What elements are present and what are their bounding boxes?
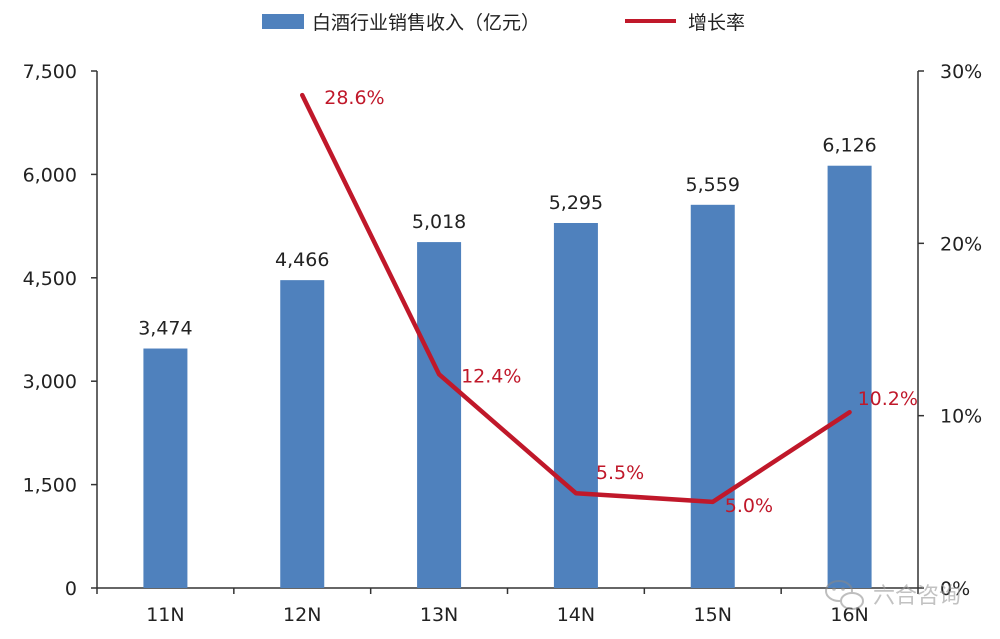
growth-rate-label: 5.5%: [596, 462, 644, 484]
x-tick-label: 11N: [146, 604, 184, 626]
bar-value-label: 4,466: [275, 249, 329, 271]
bar-value-label: 3,474: [138, 318, 192, 340]
left-tick-label: 3,000: [23, 371, 77, 393]
legend-swatch-bar: [262, 14, 304, 29]
right-tick-label: 20%: [940, 233, 982, 255]
bar: [280, 280, 325, 588]
x-tick-label: 12N: [283, 604, 321, 626]
left-tick-label: 1,500: [23, 475, 77, 497]
bar: [827, 165, 872, 588]
bar-value-label: 5,559: [686, 174, 740, 196]
growth-rate-label: 5.0%: [725, 495, 773, 517]
bar: [143, 348, 188, 588]
x-tick-label: 14N: [557, 604, 595, 626]
plot-area: 0 1,500 3,000 4,500 6,000 7,500 0% 10% 20% 30% 11N…: [23, 61, 983, 626]
bar-value-label: 6,126: [822, 135, 876, 157]
left-tick-label: 4,500: [23, 268, 77, 290]
x-tick-label: 16N: [830, 604, 868, 626]
left-tick-label: 0: [65, 578, 77, 600]
x-tick-label: 15N: [694, 604, 732, 626]
right-tick-label: 10%: [940, 406, 982, 428]
left-tick-label: 7,500: [23, 61, 77, 83]
right-tick-label: 30%: [940, 61, 982, 83]
legend-label-bar: 白酒行业销售收入（亿元）: [312, 12, 540, 34]
legend: 白酒行业销售收入（亿元） 增长率: [262, 12, 745, 34]
bar: [690, 204, 735, 588]
legend-label-line: 增长率: [688, 12, 745, 34]
right-tick-label: 0%: [940, 578, 970, 600]
x-tick-label: 13N: [420, 604, 458, 626]
growth-rate-label: 28.6%: [324, 87, 384, 109]
watermark: 六合咨询: [825, 580, 961, 610]
growth-rate-label: 12.4%: [461, 365, 521, 387]
growth-rate-label: 10.2%: [858, 388, 918, 410]
bar-value-label: 5,295: [549, 192, 603, 214]
left-tick-label: 6,000: [23, 164, 77, 186]
growth-rate-line: [300, 92, 852, 505]
bar: [417, 242, 462, 588]
watermark-text: 六合咨询: [873, 584, 961, 609]
bar-value-label: 5,018: [412, 211, 466, 233]
bar: [553, 222, 598, 589]
wechat-logo-icon: [825, 580, 864, 610]
